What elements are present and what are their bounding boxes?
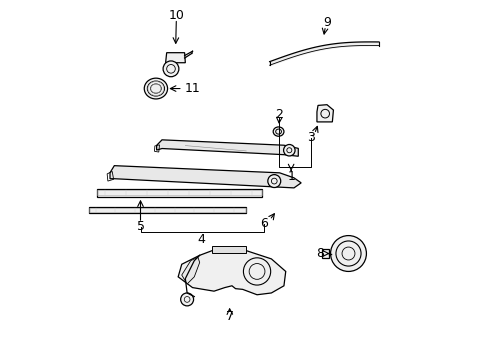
Polygon shape bbox=[316, 105, 333, 122]
Polygon shape bbox=[165, 53, 185, 63]
Circle shape bbox=[163, 61, 179, 77]
Bar bbox=[88, 207, 246, 213]
Bar bbox=[88, 208, 246, 212]
Text: 7: 7 bbox=[225, 310, 234, 324]
Circle shape bbox=[267, 175, 280, 188]
Bar bbox=[212, 246, 246, 253]
Bar bbox=[97, 189, 262, 197]
Bar bbox=[97, 190, 262, 195]
Polygon shape bbox=[156, 140, 298, 156]
Text: 6: 6 bbox=[260, 217, 267, 230]
Bar bbox=[321, 249, 328, 258]
Text: 11: 11 bbox=[184, 82, 200, 95]
Text: 4: 4 bbox=[197, 233, 205, 246]
Text: 1: 1 bbox=[286, 170, 294, 183]
Text: 3: 3 bbox=[306, 131, 314, 144]
Circle shape bbox=[283, 144, 294, 156]
Text: 9: 9 bbox=[323, 16, 330, 29]
Text: 5: 5 bbox=[136, 220, 144, 233]
Circle shape bbox=[180, 293, 193, 306]
Ellipse shape bbox=[144, 78, 167, 99]
Text: 10: 10 bbox=[168, 9, 184, 22]
Polygon shape bbox=[178, 250, 285, 295]
Text: 8: 8 bbox=[316, 247, 324, 260]
Ellipse shape bbox=[273, 127, 284, 136]
Circle shape bbox=[330, 235, 366, 271]
Text: 2: 2 bbox=[275, 108, 283, 121]
Polygon shape bbox=[182, 257, 199, 284]
Polygon shape bbox=[110, 166, 301, 188]
